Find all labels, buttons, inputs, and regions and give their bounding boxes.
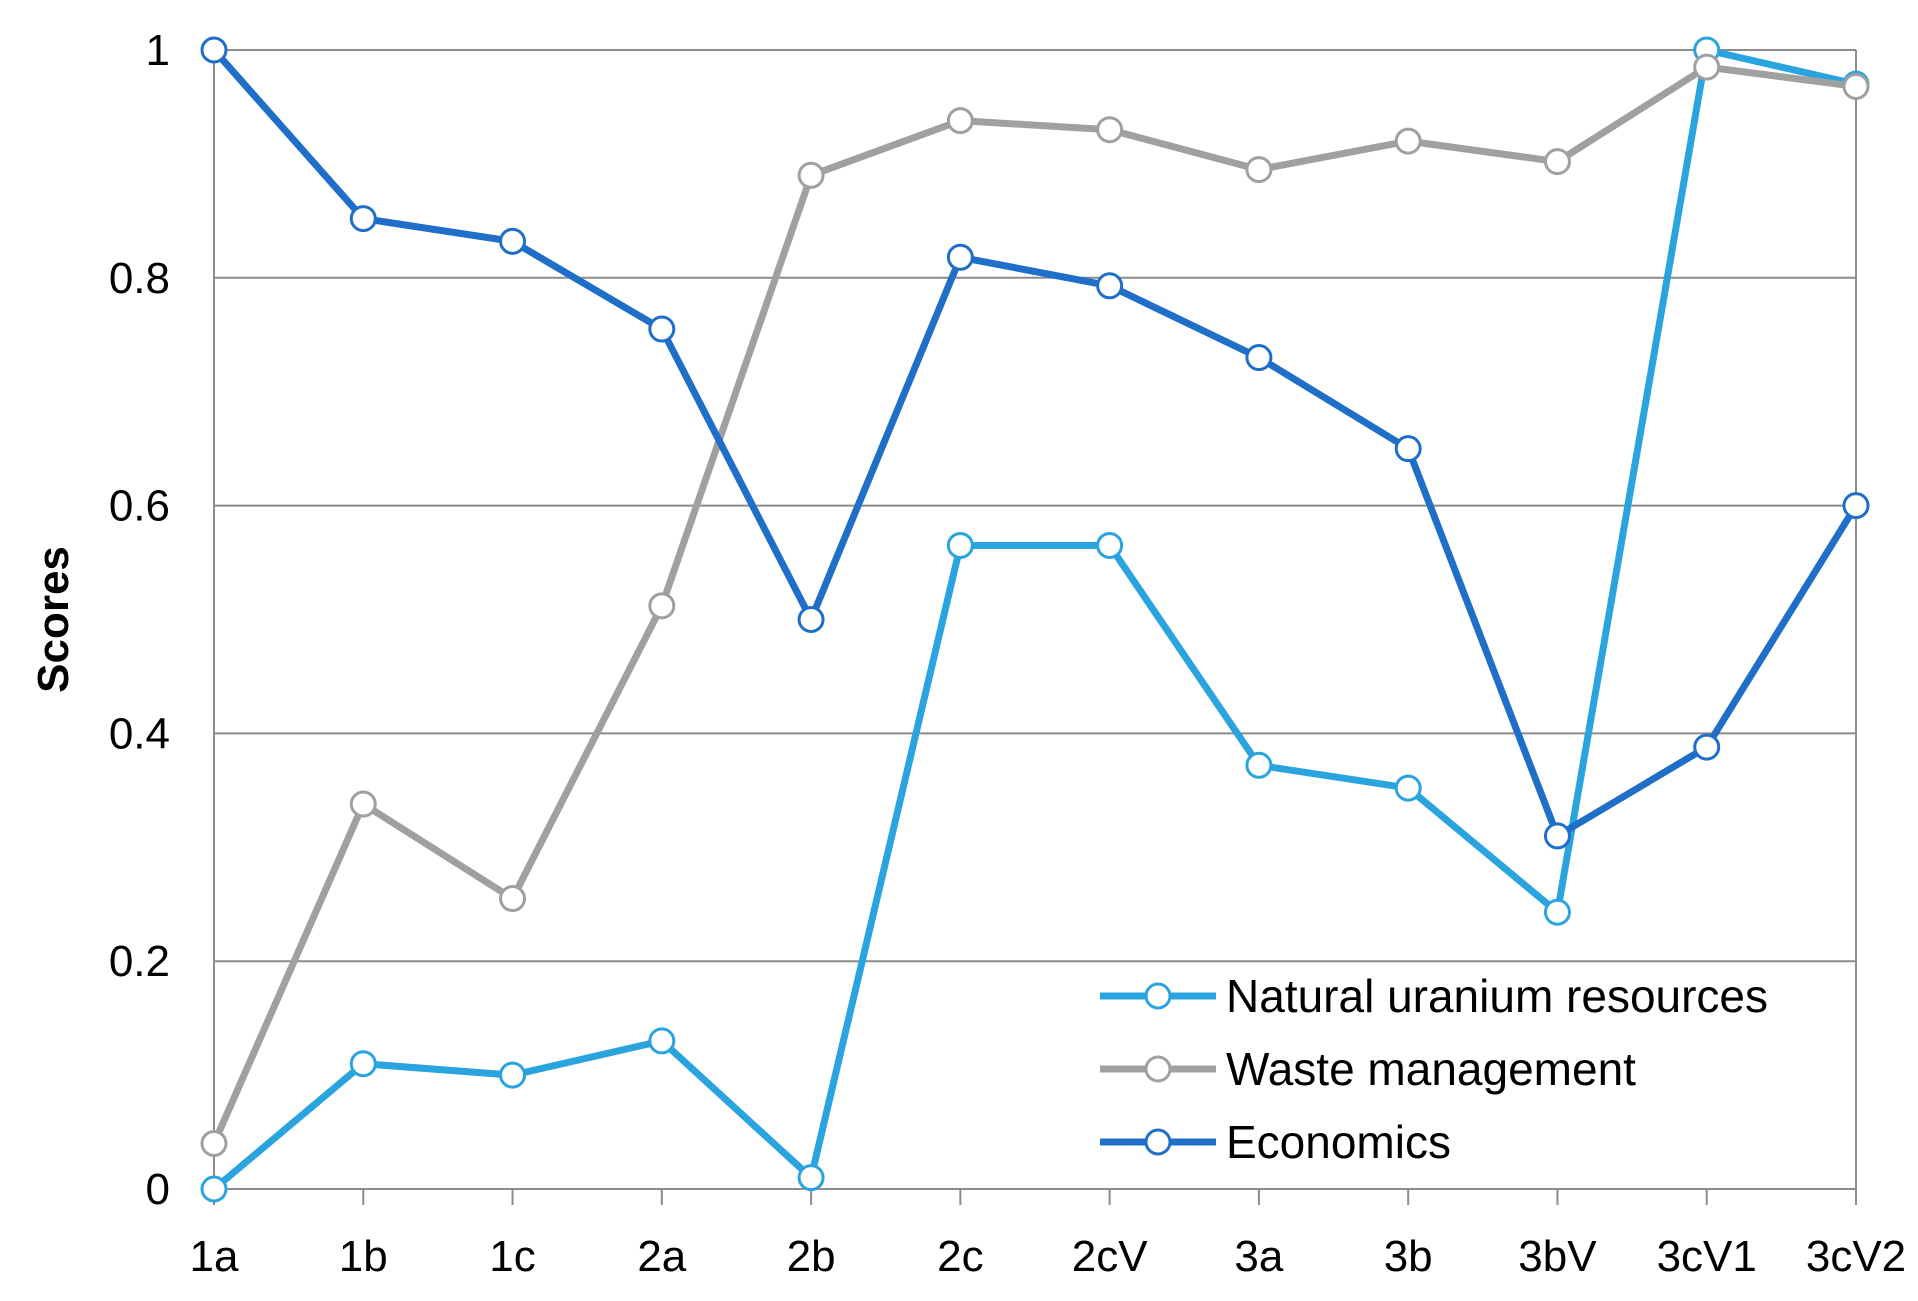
legend-marker — [1144, 1055, 1172, 1083]
data-point — [946, 243, 974, 271]
data-point — [200, 1129, 228, 1157]
data-point — [1096, 531, 1124, 559]
y-tick-label: 0.2 — [109, 937, 170, 986]
data-point — [200, 1175, 228, 1203]
data-point — [1394, 127, 1422, 155]
legend-marker — [1144, 1128, 1172, 1156]
x-tick-label: 3a — [1234, 1232, 1283, 1281]
data-point — [349, 790, 377, 818]
data-point — [349, 1050, 377, 1078]
y-tick-label: 1 — [146, 26, 170, 75]
data-point — [1394, 435, 1422, 463]
data-point — [200, 36, 228, 64]
data-point — [1842, 492, 1870, 520]
grid-layer — [214, 49, 1856, 1190]
legend: Natural uranium resources Waste managemen… — [1100, 970, 1768, 1168]
x-tick-label: 2b — [787, 1232, 836, 1281]
y-axis-title: Scores — [29, 546, 78, 693]
legend-label: Natural uranium resources — [1226, 970, 1768, 1022]
data-point — [1245, 344, 1273, 372]
data-point — [1693, 53, 1721, 81]
x-tick-label: 3b — [1384, 1232, 1433, 1281]
data-point — [1245, 751, 1273, 779]
series-line-2 — [210, 46, 1860, 840]
data-point — [1543, 148, 1571, 176]
x-tick-label: 3cV1 — [1657, 1232, 1757, 1281]
x-tick-label: 1a — [190, 1232, 239, 1281]
data-point — [1096, 272, 1124, 300]
legend-label: Economics — [1226, 1116, 1451, 1168]
data-point — [1096, 116, 1124, 144]
legend-label: Waste management — [1226, 1043, 1636, 1095]
y-tick-label: 0.4 — [109, 709, 170, 758]
data-point — [797, 606, 825, 633]
data-point — [648, 1027, 676, 1055]
x-tick-label: 1b — [339, 1232, 388, 1281]
axis-layer: 0 0.2 0.4 0.6 0.8 1 1a 1b 1c 2a 2b 2c 2cV 3a 3b 3bV 3cV1… — [109, 26, 1906, 1281]
data-point — [648, 315, 676, 343]
legend-marker — [1144, 982, 1172, 1010]
data-point — [797, 161, 825, 189]
series-layer — [200, 36, 1870, 1203]
data-point — [1693, 733, 1721, 761]
y-tick-label: 0.6 — [109, 482, 170, 531]
data-point — [1245, 156, 1273, 184]
x-tick-label: 2a — [637, 1232, 686, 1281]
data-point — [1543, 822, 1571, 850]
data-point — [1394, 774, 1422, 802]
y-tick-label: 0 — [146, 1165, 170, 1214]
x-tick-label: 3cV2 — [1806, 1232, 1906, 1281]
data-point — [499, 227, 527, 255]
data-point — [1543, 898, 1571, 926]
data-point — [797, 1164, 825, 1192]
y-tick-label: 0.8 — [109, 254, 170, 303]
data-point — [946, 531, 974, 559]
series-line-1 — [210, 63, 1860, 1147]
data-point — [499, 885, 527, 913]
x-tick-label: 2c — [937, 1232, 983, 1281]
data-point — [349, 205, 377, 233]
data-point — [499, 1061, 527, 1089]
x-tick-label: 2cV — [1072, 1232, 1148, 1281]
series-line-0 — [210, 46, 1860, 1193]
x-tick-label: 1c — [489, 1232, 535, 1281]
data-point — [1842, 72, 1870, 100]
x-tick-label: 3bV — [1518, 1232, 1597, 1281]
data-point — [648, 592, 676, 620]
data-point — [946, 107, 974, 135]
